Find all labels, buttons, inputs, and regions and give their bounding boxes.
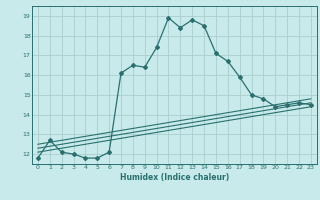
X-axis label: Humidex (Indice chaleur): Humidex (Indice chaleur) (120, 173, 229, 182)
